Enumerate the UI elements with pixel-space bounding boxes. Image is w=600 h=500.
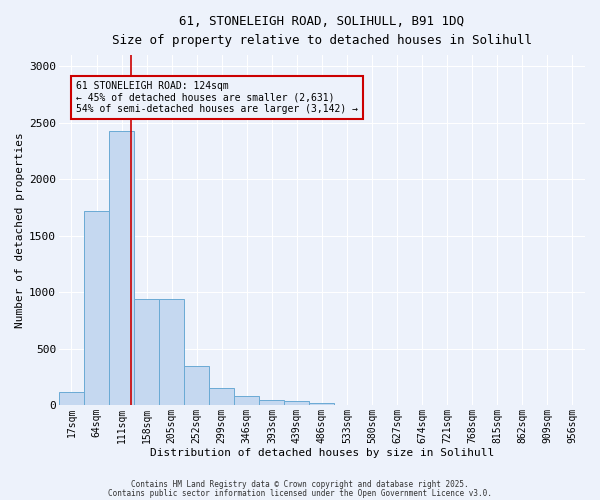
Text: Contains public sector information licensed under the Open Government Licence v3: Contains public sector information licen… <box>108 488 492 498</box>
Title: 61, STONELEIGH ROAD, SOLIHULL, B91 1DQ
Size of property relative to detached hou: 61, STONELEIGH ROAD, SOLIHULL, B91 1DQ S… <box>112 15 532 47</box>
Bar <box>59 392 84 406</box>
X-axis label: Distribution of detached houses by size in Solihull: Distribution of detached houses by size … <box>150 448 494 458</box>
Bar <box>109 131 134 406</box>
Bar <box>84 211 109 406</box>
Bar <box>134 299 159 406</box>
Bar <box>234 396 259 406</box>
Text: Contains HM Land Registry data © Crown copyright and database right 2025.: Contains HM Land Registry data © Crown c… <box>131 480 469 489</box>
Bar <box>284 401 310 406</box>
Bar <box>259 400 284 406</box>
Bar <box>184 366 209 406</box>
Bar <box>159 299 184 406</box>
Bar <box>334 404 359 406</box>
Y-axis label: Number of detached properties: Number of detached properties <box>15 132 25 328</box>
Bar <box>310 403 334 406</box>
Bar <box>209 388 234 406</box>
Text: 61 STONELEIGH ROAD: 124sqm
← 45% of detached houses are smaller (2,631)
54% of s: 61 STONELEIGH ROAD: 124sqm ← 45% of deta… <box>76 81 358 114</box>
